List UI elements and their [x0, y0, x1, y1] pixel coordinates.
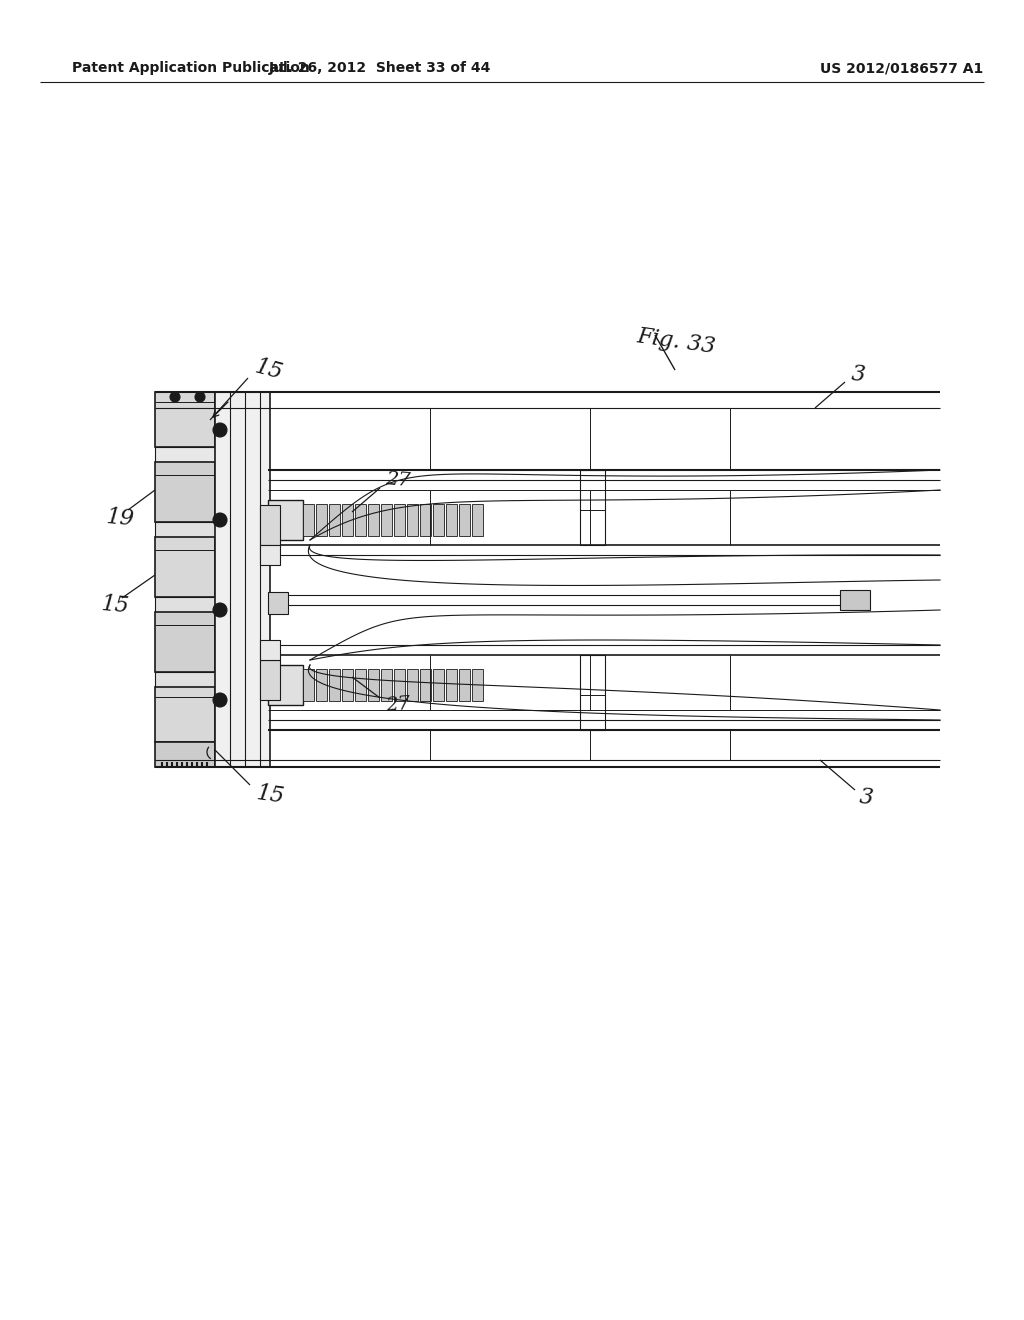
Bar: [155, 521, 215, 537]
Text: Fig. 33: Fig. 33: [635, 325, 717, 358]
Bar: [446, 504, 457, 536]
Bar: [433, 669, 444, 701]
Bar: [260, 640, 280, 660]
Bar: [580, 655, 605, 730]
Bar: [260, 545, 280, 565]
Bar: [155, 672, 215, 686]
Text: 27: 27: [385, 470, 412, 490]
Circle shape: [170, 392, 180, 403]
Text: Jul. 26, 2012  Sheet 33 of 44: Jul. 26, 2012 Sheet 33 of 44: [269, 61, 492, 75]
Circle shape: [213, 603, 227, 616]
Bar: [215, 392, 270, 767]
Bar: [381, 669, 392, 701]
Bar: [420, 669, 431, 701]
Bar: [433, 504, 444, 536]
Text: 27: 27: [385, 694, 412, 715]
Bar: [355, 504, 366, 536]
Bar: [155, 742, 215, 767]
Bar: [155, 612, 215, 672]
Bar: [840, 590, 870, 610]
Bar: [155, 597, 215, 612]
Bar: [268, 500, 303, 540]
Bar: [394, 504, 406, 536]
Text: Patent Application Publication: Patent Application Publication: [72, 61, 309, 75]
Bar: [342, 504, 353, 536]
Circle shape: [195, 392, 205, 403]
Bar: [303, 504, 314, 536]
Bar: [303, 669, 314, 701]
Bar: [368, 504, 379, 536]
Bar: [368, 669, 379, 701]
Bar: [155, 462, 215, 521]
Bar: [316, 504, 327, 536]
Bar: [446, 669, 457, 701]
Bar: [407, 504, 418, 536]
Bar: [355, 669, 366, 701]
Bar: [268, 591, 288, 614]
Text: 3: 3: [850, 363, 866, 387]
Bar: [407, 669, 418, 701]
Text: 15: 15: [255, 783, 286, 808]
Bar: [459, 504, 470, 536]
Bar: [260, 660, 280, 700]
Text: US 2012/0186577 A1: US 2012/0186577 A1: [820, 61, 983, 75]
Bar: [394, 669, 406, 701]
Bar: [268, 665, 303, 705]
Bar: [155, 447, 215, 462]
Text: 3: 3: [858, 787, 874, 809]
Bar: [329, 504, 340, 536]
Text: 19: 19: [105, 506, 135, 531]
Circle shape: [213, 422, 227, 437]
Text: 15: 15: [100, 593, 130, 618]
Bar: [329, 669, 340, 701]
Bar: [472, 669, 483, 701]
Bar: [459, 669, 470, 701]
Bar: [155, 392, 215, 447]
Bar: [420, 504, 431, 536]
Bar: [316, 669, 327, 701]
Circle shape: [213, 513, 227, 527]
Bar: [472, 504, 483, 536]
Bar: [260, 506, 280, 545]
Bar: [381, 504, 392, 536]
Bar: [155, 537, 215, 597]
Bar: [342, 669, 353, 701]
Text: 15: 15: [252, 355, 285, 384]
Bar: [580, 470, 605, 545]
Bar: [155, 686, 215, 742]
Circle shape: [213, 693, 227, 708]
